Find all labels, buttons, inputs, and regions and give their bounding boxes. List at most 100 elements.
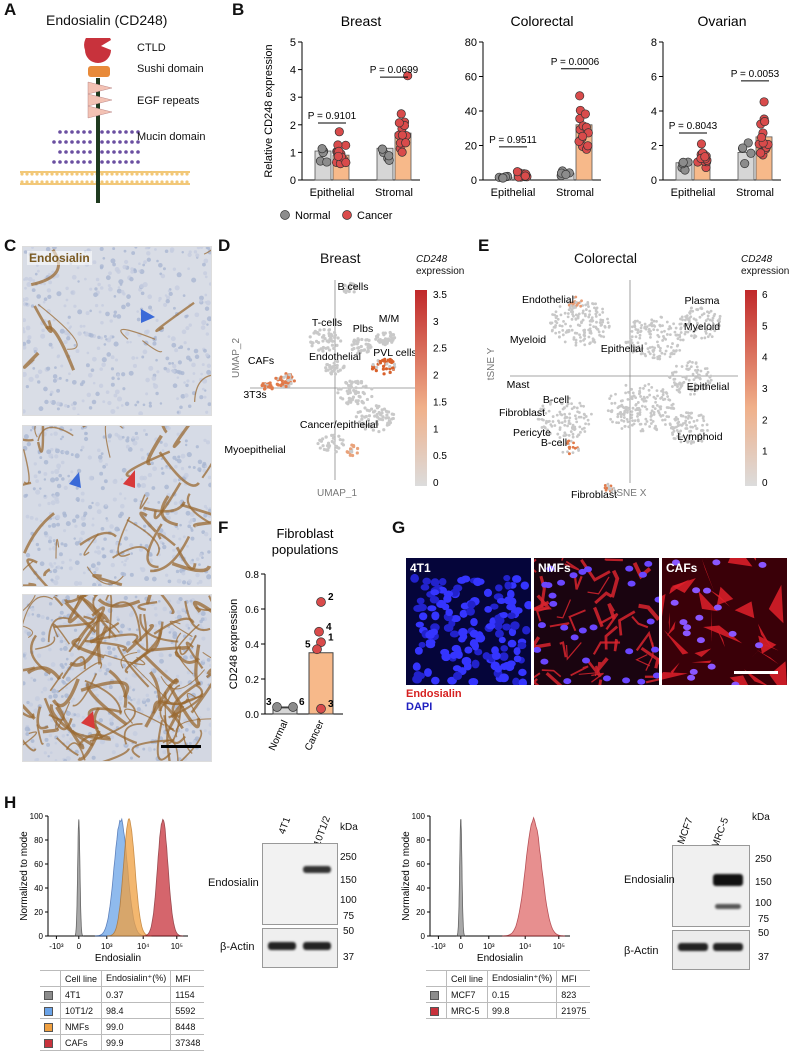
- nucleus: [505, 662, 515, 672]
- cell-dot: [620, 427, 624, 430]
- nucleus: [682, 630, 691, 637]
- cell-dot: [381, 415, 385, 419]
- cell-dot: [590, 316, 594, 320]
- cell-dot: [384, 416, 388, 420]
- cell-dot: [584, 308, 588, 311]
- cell-dot: [594, 302, 597, 306]
- cell-dot: [342, 287, 346, 291]
- y-axis-label: Normalized to mode: [19, 831, 30, 921]
- cell-dot: [551, 328, 554, 332]
- nucleus: [425, 641, 436, 649]
- stroma-fiber: [125, 450, 171, 478]
- stroma-fiber: [23, 731, 38, 746]
- y-tick-label: 0.0: [245, 710, 259, 721]
- blot-band: [713, 874, 743, 886]
- cell-dot: [330, 343, 335, 347]
- cell-dot: [663, 411, 667, 414]
- blot2-kda: kDa: [752, 812, 770, 823]
- nucleus: [455, 650, 463, 660]
- blot1-loading-label: β-Actin: [220, 941, 255, 953]
- cell-dot: [574, 295, 578, 299]
- bar: [272, 707, 298, 715]
- cell-dot: [673, 437, 677, 441]
- stroma-fiber: [172, 426, 190, 448]
- cell-dot: [708, 333, 712, 336]
- cell-dot: [582, 339, 585, 342]
- nucleus: [513, 647, 521, 656]
- nucleus: [589, 624, 598, 631]
- cell-dot: [672, 322, 676, 326]
- cell-dot: [686, 440, 690, 444]
- cell-dot: [643, 352, 647, 356]
- cell-process: [541, 669, 562, 678]
- cell-dot: [681, 381, 685, 385]
- cell-dot: [699, 326, 703, 330]
- cell-dot: [347, 289, 351, 294]
- cell-dot: [570, 317, 574, 321]
- stroma-fiber: [133, 621, 164, 652]
- cell-dot: [284, 372, 288, 376]
- blot1-marker: 250: [340, 852, 357, 863]
- cell-dot: [616, 415, 620, 419]
- cell-dot: [637, 345, 641, 348]
- stroma-fiber: [160, 669, 205, 690]
- cell-dot: [392, 362, 397, 366]
- cell-dot: [648, 393, 652, 397]
- cell-dot: [648, 332, 652, 336]
- cell-dot: [338, 437, 342, 442]
- cell-process: [644, 657, 659, 678]
- cell-dot: [325, 448, 329, 452]
- y-tick-label: 0: [471, 175, 477, 187]
- x-tick-label: Stromal: [556, 187, 594, 199]
- cluster-label: PVL cells: [373, 347, 416, 359]
- cell-dot: [592, 325, 595, 329]
- cell-dot: [384, 409, 389, 414]
- cell-dot: [634, 402, 638, 406]
- cell-dot: [581, 318, 585, 322]
- cell-dot: [549, 423, 553, 427]
- stroma-fiber: [23, 438, 34, 442]
- cell-dot: [699, 429, 703, 432]
- cell-dot: [656, 333, 660, 337]
- cell-dot: [712, 323, 716, 326]
- cell-dot: [581, 311, 585, 315]
- cell-dot: [564, 415, 568, 419]
- stroma-fiber: [117, 516, 131, 557]
- cell-dot: [667, 406, 671, 410]
- colorbar-tick-label: 0.5: [433, 451, 447, 462]
- stroma-fiber: [52, 678, 80, 708]
- cell-dot: [623, 409, 627, 413]
- cluster-label: Plasma: [684, 295, 719, 307]
- cell-dot: [659, 346, 662, 350]
- if-image-cafs: CAFs: [662, 558, 787, 685]
- cell-dot: [697, 439, 701, 442]
- cell-dot: [644, 399, 648, 403]
- domain-label-mucin: Mucin domain: [137, 131, 206, 143]
- cell-dot: [379, 361, 383, 365]
- data-point: [403, 71, 413, 81]
- cell-dot: [689, 306, 693, 310]
- histogram: [106, 818, 152, 937]
- cell-dot: [311, 341, 315, 345]
- y-tick-label: 3: [290, 92, 296, 104]
- cell-dot: [563, 423, 567, 427]
- cluster-label: Plbs: [353, 323, 373, 335]
- cell-dot: [574, 417, 578, 421]
- cell-dot: [660, 316, 664, 319]
- cell-dot: [536, 413, 540, 417]
- cell-dot: [573, 414, 577, 418]
- cell-process: [598, 679, 603, 685]
- cell-dot: [639, 395, 642, 398]
- cell-dot: [579, 335, 582, 339]
- cell-dot: [630, 416, 634, 420]
- cell-dot: [610, 409, 614, 412]
- cell-dot: [336, 391, 340, 395]
- nucleus: [582, 657, 591, 664]
- cell-body: [663, 630, 689, 655]
- nucleus: [422, 577, 432, 585]
- cell-dot: [575, 420, 579, 424]
- cell-dot: [643, 405, 647, 409]
- nucleus: [469, 629, 479, 638]
- cell-dot: [711, 316, 715, 320]
- point-label: 5: [305, 639, 311, 650]
